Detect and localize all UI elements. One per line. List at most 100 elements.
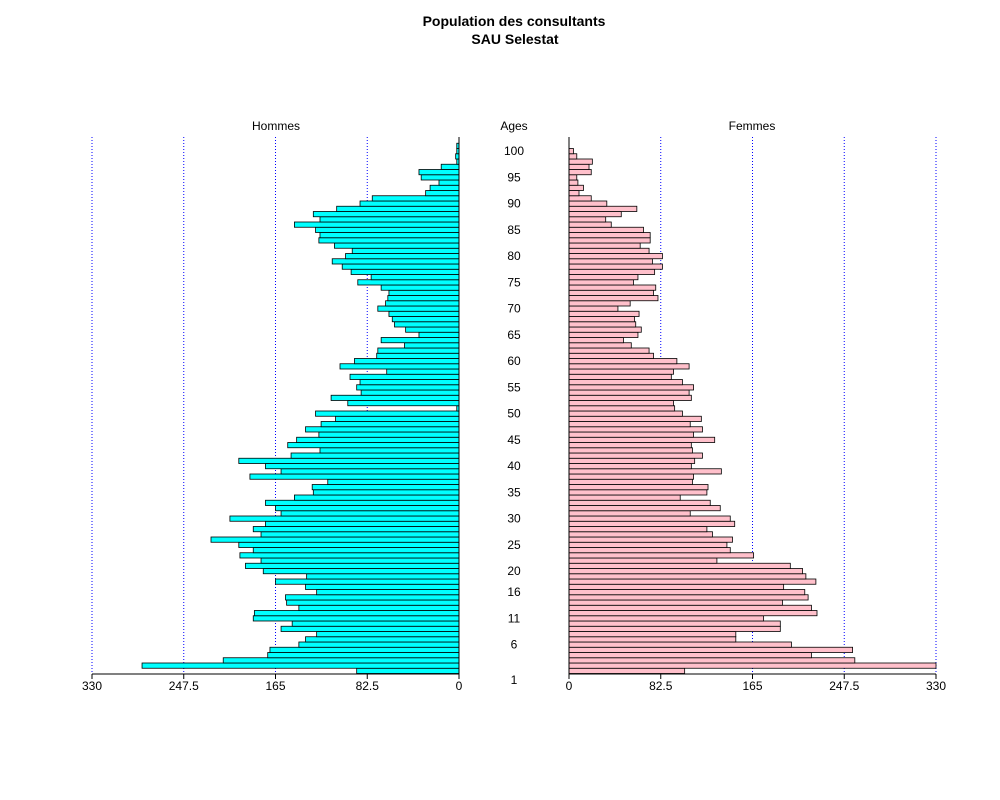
- women-bar-age-40: [568, 463, 692, 470]
- women-bar-age-28: [568, 526, 708, 533]
- men-bar-age-78: [341, 263, 460, 270]
- men-bar-age-58: [386, 368, 460, 375]
- men-bar-age-22: [260, 557, 460, 564]
- women-bar-age-19: [568, 573, 807, 580]
- women-bar-age-38: [568, 473, 694, 480]
- women-tick-label: 82.5: [649, 679, 673, 693]
- men-bar-age-75: [357, 279, 460, 286]
- men-bar-age-3: [222, 657, 460, 664]
- women-bar-age-80: [568, 253, 663, 260]
- chart-title: Population des consultants: [423, 13, 606, 29]
- men-bar-age-2: [141, 662, 460, 669]
- women-bar-age-74: [568, 284, 657, 291]
- women-bar-age-39: [568, 468, 722, 475]
- women-bar-age-90: [568, 200, 608, 207]
- men-bar-age-11: [252, 615, 460, 622]
- women-tick-label: 330: [926, 679, 946, 693]
- women-bar-age-9: [568, 625, 781, 632]
- men-bar-age-88: [312, 211, 460, 218]
- men-bar-age-36: [311, 484, 460, 491]
- women-bar-age-60: [568, 358, 678, 365]
- women-bar-age-94: [568, 179, 579, 186]
- men-bar-age-94: [438, 179, 460, 186]
- women-bar-age-23: [568, 552, 755, 559]
- men-bar-age-18: [275, 578, 460, 585]
- men-bar-age-21: [245, 562, 460, 569]
- women-bar-age-53: [568, 394, 692, 401]
- women-bar-age-37: [568, 478, 693, 485]
- women-bar-age-27: [568, 531, 713, 538]
- men-bar-age-38: [249, 473, 460, 480]
- women-bar-age-41: [568, 457, 696, 464]
- women-bar-age-62: [568, 347, 650, 354]
- men-bar-age-48: [320, 421, 460, 428]
- women-bar-age-13: [568, 604, 812, 611]
- women-bar-age-5: [568, 646, 853, 653]
- age-tick-label: 95: [507, 170, 521, 184]
- women-bar-age-11: [568, 615, 765, 622]
- women-bar-age-72: [568, 295, 659, 302]
- women-bar-age-79: [568, 258, 653, 265]
- women-bar-age-54: [568, 389, 690, 396]
- men-bar-age-64: [380, 337, 460, 344]
- men-bar-age-7: [305, 636, 460, 643]
- women-bar-age-47: [568, 426, 703, 433]
- men-tick-label: 330: [82, 679, 102, 693]
- men-bar-age-19: [306, 573, 460, 580]
- women-bar-age-7: [568, 636, 737, 643]
- men-bar-age-77: [350, 268, 460, 275]
- men-bar-age-83: [318, 237, 460, 244]
- age-tick-label: 55: [507, 380, 521, 394]
- men-bar-age-91: [371, 195, 460, 202]
- women-bar-age-46: [568, 431, 694, 438]
- men-bar-age-97: [440, 163, 460, 170]
- men-bar-age-13: [298, 604, 460, 611]
- age-tick-label: 25: [507, 538, 521, 552]
- age-tick-label: 11: [508, 611, 521, 625]
- men-bar-age-1: [356, 667, 460, 674]
- men-bar-age-67: [394, 321, 460, 328]
- women-bar-age-100: [568, 148, 574, 155]
- women-bar-age-36: [568, 484, 709, 491]
- women-tick-label: 0: [566, 679, 573, 693]
- men-bar-age-70: [377, 305, 460, 312]
- women-bar-age-93: [568, 184, 584, 191]
- men-bar-age-26: [210, 536, 460, 543]
- women-tick-label: 165: [742, 679, 762, 693]
- men-bar-age-49: [335, 415, 460, 422]
- men-bar-age-24: [252, 547, 460, 554]
- men-bar-age-33: [265, 499, 460, 506]
- men-bar-age-69: [388, 310, 460, 317]
- men-bar-age-62: [377, 347, 460, 354]
- men-bar-age-84: [319, 232, 460, 239]
- men-bar-age-41: [238, 457, 460, 464]
- women-bar-age-32: [568, 505, 721, 512]
- men-bar-age-63: [404, 342, 460, 349]
- women-bar-age-76: [568, 274, 639, 281]
- men-bar-age-90: [359, 200, 460, 207]
- men-x-axis: 0 82.5 165 247.5 330: [82, 137, 463, 693]
- men-bar-age-82: [334, 242, 460, 249]
- age-tick-label: 50: [507, 407, 521, 421]
- men-bar-age-17: [305, 583, 460, 590]
- women-bar-age-84: [568, 232, 651, 239]
- men-bar-age-46: [318, 431, 460, 438]
- men-bar-age-9: [280, 625, 460, 632]
- men-bar-age-92: [425, 190, 460, 197]
- women-bar-age-81: [568, 247, 650, 254]
- women-bar-age-22: [568, 557, 718, 564]
- women-bar-age-12: [568, 610, 818, 617]
- chart-subtitle: SAU Selestat: [471, 31, 558, 47]
- women-bar-age-67: [568, 321, 637, 328]
- women-panel-label: Femmes: [729, 119, 776, 133]
- women-bar-age-70: [568, 305, 619, 312]
- men-bar-age-44: [287, 442, 460, 449]
- women-bars: [568, 148, 937, 674]
- women-bar-age-21: [568, 562, 791, 569]
- men-bar-age-20: [262, 568, 460, 575]
- age-tick-label: 45: [507, 433, 521, 447]
- women-bar-age-25: [568, 541, 728, 548]
- men-bar-age-57: [349, 373, 460, 380]
- women-bar-age-66: [568, 326, 642, 333]
